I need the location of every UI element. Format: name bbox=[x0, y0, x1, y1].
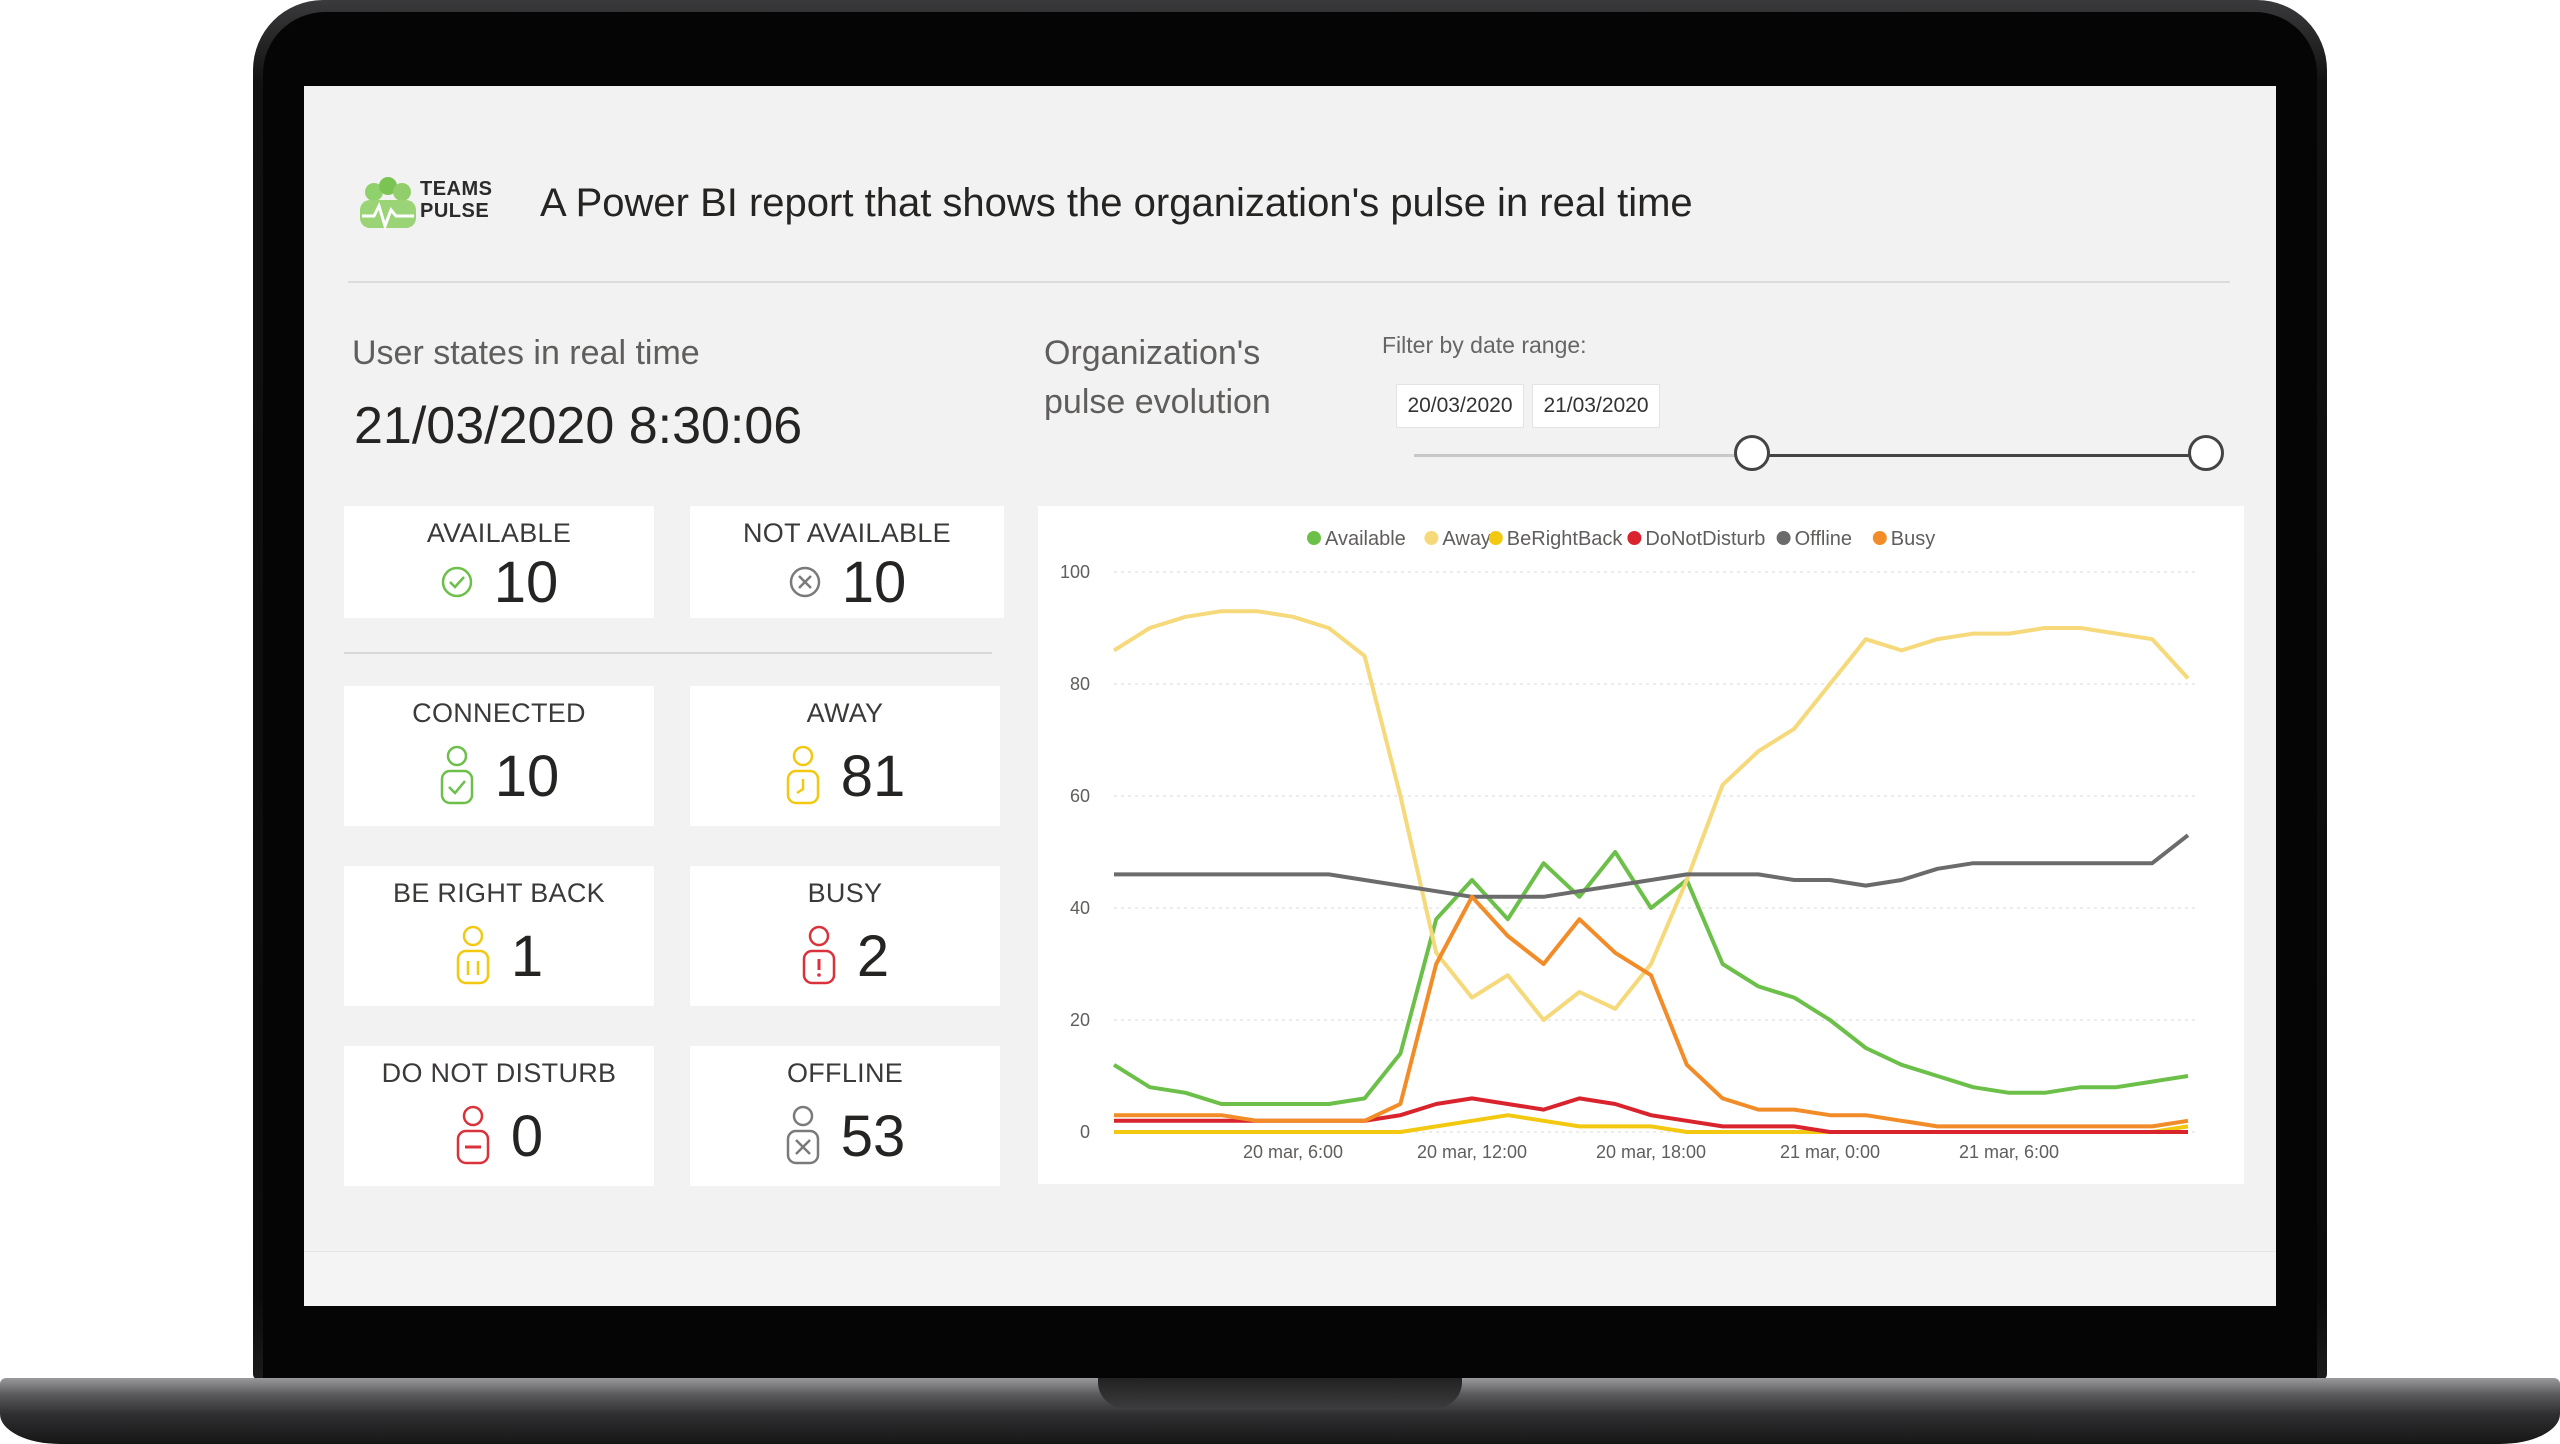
card-label: AWAY bbox=[806, 698, 884, 728]
card-value: 0 bbox=[510, 1103, 544, 1169]
date-from-input[interactable]: 20/03/2020 bbox=[1396, 384, 1524, 428]
y-tick-label: 100 bbox=[1060, 562, 1090, 582]
card-value: 1 bbox=[510, 923, 544, 989]
card-offline[interactable]: OFFLINE 53 bbox=[690, 1046, 1000, 1186]
x-tick-label: 20 mar, 6:00 bbox=[1243, 1142, 1343, 1162]
legend-marker bbox=[1627, 531, 1642, 545]
card-label: OFFLINE bbox=[786, 1058, 904, 1088]
user-pause-icon bbox=[456, 925, 490, 985]
card-not-available[interactable]: NOT AVAILABLE 10 bbox=[690, 506, 1004, 618]
card-label: AVAILABLE bbox=[426, 518, 572, 548]
series-line-berightback bbox=[1114, 1113, 2189, 1134]
card-label: CONNECTED bbox=[412, 698, 586, 728]
legend-marker bbox=[1307, 531, 1321, 545]
logo-line-2: PULSE bbox=[420, 200, 490, 222]
card-label: NOT AVAILABLE bbox=[743, 518, 951, 548]
cards-divider bbox=[344, 652, 992, 654]
card-do-not-disturb[interactable]: DO NOT DISTURB 0 bbox=[344, 1046, 654, 1186]
legend-label: BeRightBack bbox=[1507, 528, 1624, 550]
card-connected[interactable]: CONNECTED 10 bbox=[344, 686, 654, 826]
x-circle-icon bbox=[789, 566, 820, 598]
laptop-base-notch bbox=[1098, 1378, 1462, 1408]
report-title: A Power BI report that shows the organiz… bbox=[540, 181, 1693, 225]
legend-label: DoNotDisturb bbox=[1645, 528, 1765, 550]
y-tick-label: 80 bbox=[1070, 674, 1090, 694]
card-value: 10 bbox=[494, 743, 560, 809]
series-line-away bbox=[1112, 609, 2190, 1022]
legend-label: Busy bbox=[1891, 528, 1935, 550]
legend-marker bbox=[1488, 531, 1503, 545]
user-clock-icon bbox=[786, 745, 819, 805]
y-tick-label: 0 bbox=[1080, 1122, 1090, 1142]
pulse-title-line-2: pulse evolution bbox=[1044, 383, 1271, 421]
card-value: 53 bbox=[840, 1103, 906, 1169]
card-available[interactable]: AVAILABLE 10 bbox=[344, 506, 654, 618]
user-minus-icon bbox=[456, 1105, 490, 1165]
legend-label: Offline bbox=[1795, 528, 1852, 550]
card-label: DO NOT DISTURB bbox=[381, 1058, 617, 1088]
header-divider bbox=[348, 281, 2230, 283]
date-filter-label: Filter by date range: bbox=[1382, 332, 1587, 358]
date-to-input[interactable]: 21/03/2020 bbox=[1532, 384, 1660, 428]
check-circle-icon bbox=[441, 566, 472, 598]
user-x-icon bbox=[786, 1105, 819, 1165]
teams-pulse-logo-icon bbox=[360, 177, 416, 231]
x-tick-label: 20 mar, 12:00 bbox=[1417, 1142, 1527, 1162]
y-tick-label: 60 bbox=[1070, 786, 1090, 806]
y-tick-label: 20 bbox=[1070, 1010, 1090, 1030]
card-value: 81 bbox=[840, 743, 906, 809]
user-states-title: User states in real time bbox=[352, 334, 700, 372]
report-screen: TEAMS PULSE A Power BI report that shows… bbox=[304, 86, 2276, 1306]
logo-text: TEAMS PULSE bbox=[420, 178, 493, 222]
date-slider-range bbox=[1752, 454, 2206, 457]
series-line-busy bbox=[1114, 894, 2189, 1129]
report-footer-bar bbox=[304, 1251, 2276, 1306]
card-value: 2 bbox=[856, 923, 890, 989]
legend-marker bbox=[1872, 531, 1887, 545]
x-tick-label: 20 mar, 18:00 bbox=[1596, 1142, 1706, 1162]
date-slider-end-handle[interactable] bbox=[2188, 435, 2224, 471]
legend-marker bbox=[1424, 531, 1439, 545]
date-slider-start-handle[interactable] bbox=[1734, 435, 1770, 471]
card-busy[interactable]: BUSY 2 bbox=[690, 866, 1000, 1006]
legend-marker bbox=[1776, 531, 1791, 545]
series-line-available bbox=[1112, 850, 2189, 1106]
y-tick-label: 40 bbox=[1070, 898, 1090, 918]
report-header: TEAMS PULSE A Power BI report that shows… bbox=[304, 86, 2276, 286]
legend-label: Available bbox=[1325, 528, 1406, 550]
card-value: 10 bbox=[493, 549, 559, 615]
card-label: BUSY bbox=[807, 878, 883, 908]
series-line-offline bbox=[1114, 833, 2190, 899]
user-alert-icon bbox=[802, 925, 836, 985]
realtime-timestamp: 21/03/2020 8:30:06 bbox=[354, 397, 803, 455]
card-away[interactable]: AWAY 81 bbox=[690, 686, 1000, 826]
card-value: 10 bbox=[841, 549, 907, 615]
x-tick-label: 21 mar, 0:00 bbox=[1780, 1142, 1880, 1162]
logo-line-1: TEAMS bbox=[420, 178, 493, 200]
card-label: BE RIGHT BACK bbox=[393, 878, 605, 908]
pulse-line-chart: 0 20 40 60 80 100 20 mar, 6:00 20 mar, 12:00 20 … bbox=[1060, 528, 2198, 1162]
pulse-chart-panel: 0 20 40 60 80 100 20 mar, 6:00 20 mar, 12:00 20 … bbox=[1038, 506, 2244, 1184]
card-be-right-back[interactable]: BE RIGHT BACK 1 bbox=[344, 866, 654, 1006]
pulse-title-line-1: Organization's bbox=[1044, 334, 1261, 372]
legend-label: Away bbox=[1442, 528, 1491, 550]
x-tick-label: 21 mar, 6:00 bbox=[1959, 1142, 2059, 1162]
user-check-icon bbox=[440, 745, 473, 805]
